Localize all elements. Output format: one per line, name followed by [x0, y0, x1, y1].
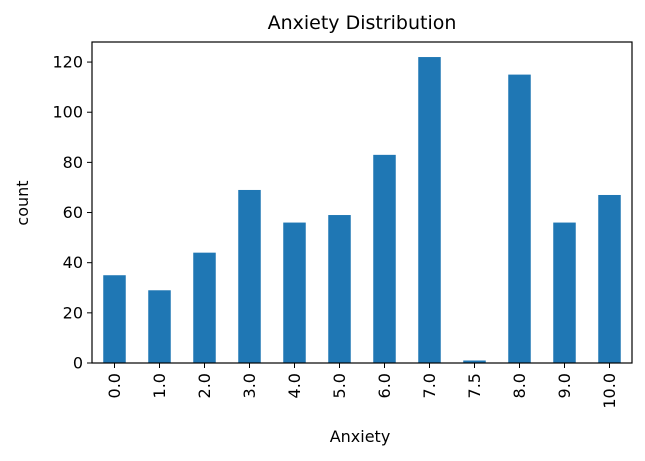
plot-frame: [91, 41, 633, 364]
x-tick-label: 0.0: [105, 373, 124, 398]
bar-0.0: [103, 275, 126, 363]
y-tick-label: 80: [63, 153, 83, 172]
bar-5.0: [328, 215, 351, 363]
bar-4.0: [283, 222, 306, 363]
bar-9.0: [553, 222, 576, 363]
bar-10.0: [598, 194, 621, 363]
x-tick-label: 7.5: [465, 373, 484, 398]
bar-7.0: [418, 57, 441, 363]
x-tick-label: 7.0: [420, 373, 439, 398]
x-tick-label: 8.0: [510, 373, 529, 398]
y-tick-label: 120: [52, 53, 83, 72]
x-tick-label: 1.0: [150, 373, 169, 398]
y-tick-label: 40: [63, 253, 83, 272]
y-axis: 0 20 40 60 80 100 120: [52, 53, 92, 373]
bar-1.0: [148, 290, 171, 363]
x-tick-label: 2.0: [195, 373, 214, 398]
bars-layer: [103, 57, 621, 363]
x-tick-label: 5.0: [330, 373, 349, 398]
y-tick-label: 100: [52, 103, 83, 122]
x-tick-label: 10.0: [600, 373, 619, 409]
bar-8.0: [508, 74, 531, 363]
y-axis-title: count: [13, 180, 32, 225]
y-tick-label: 20: [63, 303, 83, 322]
bar-3.0: [238, 189, 261, 363]
x-tick-label: 6.0: [375, 373, 394, 398]
x-axis: 0.0 1.0 2.0 3.0 4.0 5.0 6.0 7.0 7.5 8.0 9.0 10.0: [105, 363, 619, 409]
bar-2.0: [193, 252, 216, 363]
bar-7.5: [463, 360, 486, 363]
x-tick-label: 4.0: [285, 373, 304, 398]
chart-title: Anxiety Distribution: [268, 12, 457, 34]
bar-6.0: [373, 154, 396, 363]
x-tick-label: 9.0: [555, 373, 574, 398]
x-axis-title: Anxiety: [330, 427, 391, 446]
x-tick-label: 3.0: [240, 373, 259, 398]
y-tick-label: 0: [73, 354, 83, 373]
y-tick-label: 60: [63, 203, 83, 222]
